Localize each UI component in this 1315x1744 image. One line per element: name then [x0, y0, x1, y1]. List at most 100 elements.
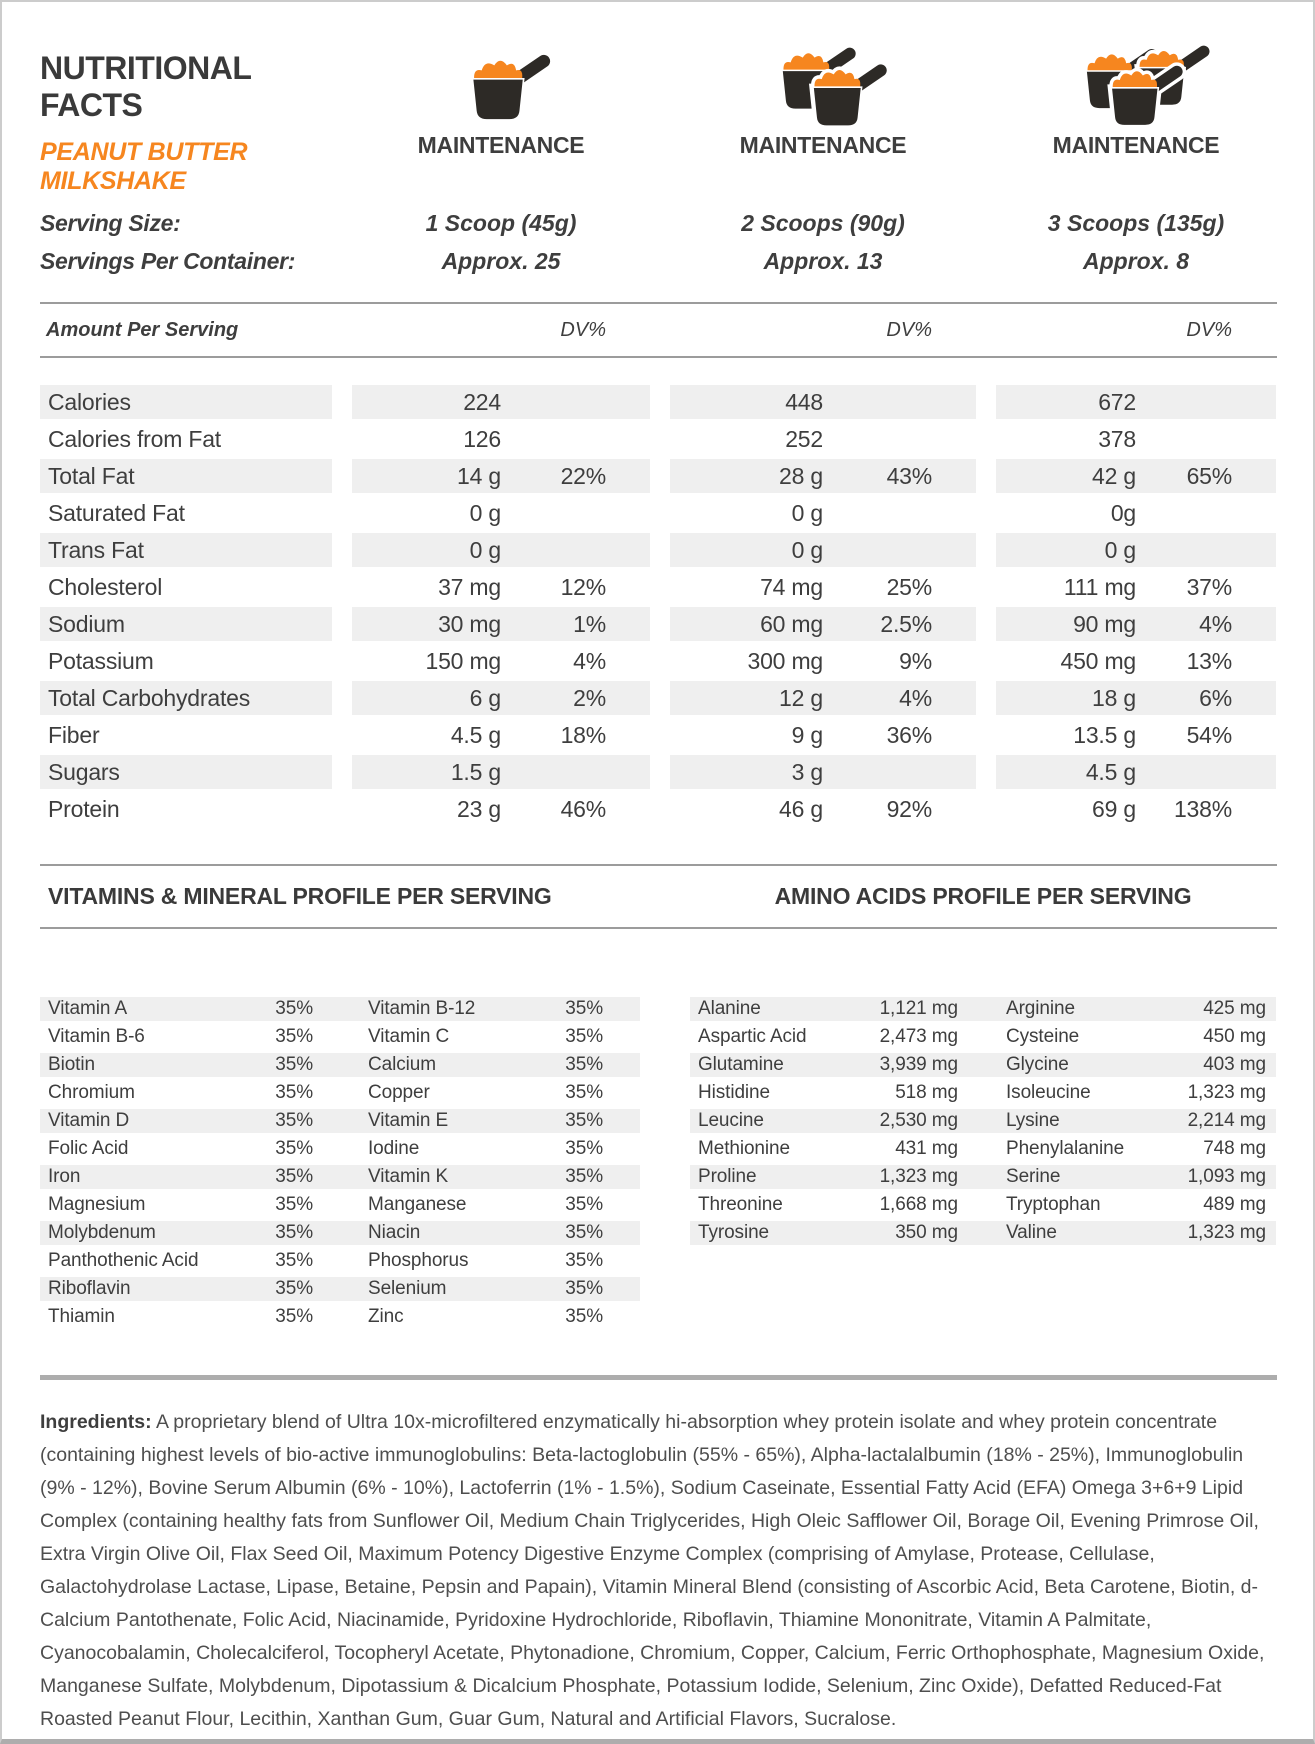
amino-acid-amount: 2,214 mg	[1187, 1110, 1267, 1131]
nutrient-values: 111 mg 37%	[996, 570, 1276, 604]
amount-value: 3 g	[791, 759, 824, 785]
plan-label: MAINTENANCE	[417, 132, 585, 158]
amino-acid-row: Alanine 1,121 mg Arginine 425 mg	[690, 997, 1276, 1021]
amino-acid-row: Threonine 1,668 mg Tryptophan 489 mg	[690, 1193, 1276, 1217]
nutrient-values: 224	[352, 385, 650, 419]
nutrient-values: 150 mg 4%	[352, 644, 650, 678]
vitamin-percent: 35%	[275, 1082, 313, 1103]
vitamin-name: Niacin	[368, 1222, 421, 1243]
nutrient-values: 378	[996, 422, 1276, 456]
dv-value: 54%	[1186, 722, 1233, 748]
vitamin-name: Riboflavin	[48, 1278, 131, 1299]
amino-acid-amount: 425 mg	[1203, 998, 1266, 1019]
dv-value	[823, 385, 976, 419]
plan-label: MAINTENANCE	[739, 132, 907, 158]
amino-acid-name: Lysine	[1006, 1110, 1060, 1131]
vitamin-percent: 35%	[565, 1082, 603, 1103]
nutrient-name: Saturated Fat	[48, 500, 185, 526]
nutrient-name: Sugars	[40, 755, 332, 789]
nutrient-row: Protein 23 g 46% 46 g 92% 69 g 138%	[40, 792, 1277, 826]
dv-value: 37%	[1186, 574, 1233, 600]
dv-value: 18%	[560, 722, 607, 748]
dv-value: 4%	[899, 685, 932, 711]
nutrient-row: Total Carbohydrates 6 g 2% 12 g 4% 18 g 6%	[40, 681, 1277, 715]
nutrient-values: 28 g 43%	[670, 459, 976, 493]
dv-label: DV%	[560, 318, 606, 341]
nutrient-row: Saturated Fat 0 g 0 g 0g	[40, 496, 1277, 530]
servings-per-container-value: Approx. 25	[441, 248, 561, 274]
nutrient-values: 0 g	[670, 496, 976, 530]
nutrient-name: Potassium	[48, 648, 154, 674]
amino-acid-amount: 518 mg	[895, 1082, 958, 1103]
vitamin-name: Copper	[368, 1082, 430, 1103]
nutrient-values: 1.5 g	[352, 755, 650, 789]
amount-value: 150 mg	[425, 648, 501, 674]
nutrient-row: Sugars 1.5 g 3 g 4.5 g	[40, 755, 1277, 789]
servings-per-container-label: Servings Per Container:	[40, 248, 296, 274]
ingredients-paragraph: Ingredients: A proprietary blend of Ultr…	[40, 1406, 1277, 1736]
dv-value: 2%	[573, 685, 606, 711]
vitamin-name: Vitamin A	[48, 998, 128, 1019]
dv-value	[501, 385, 650, 419]
amount-value: 672	[1098, 389, 1136, 415]
amount-value: 1.5 g	[450, 759, 501, 785]
nutrient-values: 14 g 22%	[352, 459, 650, 493]
amino-acid-amount: 748 mg	[1203, 1138, 1266, 1159]
nutrient-values: 0 g	[352, 496, 650, 530]
vitamins-heading: VITAMINS & MINERAL PROFILE PER SERVING	[48, 883, 552, 909]
dv-value: 9%	[899, 648, 932, 674]
vitamin-percent: 35%	[275, 1166, 313, 1187]
amount-value: 0 g	[469, 500, 502, 526]
amount-value: 60 mg	[760, 611, 823, 637]
amino-acid-amount: 450 mg	[1203, 1026, 1266, 1047]
nutrient-row: Sodium 30 mg 1% 60 mg 2.5% 90 mg 4%	[40, 607, 1277, 641]
amount-value: 18 g	[1092, 685, 1136, 711]
vitamin-row: Folic Acid 35% Iodine 35%	[40, 1137, 640, 1161]
vitamin-name: Molybdenum	[48, 1222, 156, 1243]
amino-acid-name: Cysteine	[1006, 1026, 1080, 1047]
dv-value: 13%	[1186, 648, 1233, 674]
dv-value	[501, 755, 650, 789]
amino-acid-name: Histidine	[698, 1082, 770, 1103]
nutrient-row: Potassium 150 mg 4% 300 mg 9% 450 mg 13%	[40, 644, 1277, 678]
amino-acid-name: Methionine	[698, 1138, 790, 1159]
dv-value	[1136, 385, 1276, 419]
vitamin-percent: 35%	[565, 1222, 603, 1243]
dv-value: 65%	[1186, 463, 1233, 489]
nutrient-values: 672	[996, 385, 1276, 419]
amount-value: 74 mg	[760, 574, 823, 600]
serving-size-value: 1 Scoop (45g)	[425, 210, 577, 236]
vitamin-name: Vitamin B-6	[48, 1026, 145, 1047]
amount-value: 111 mg	[1063, 574, 1136, 600]
amino-acid-row: Aspartic Acid 2,473 mg Cysteine 450 mg	[690, 1025, 1276, 1049]
amount-value: 23 g	[457, 796, 501, 822]
vitamin-name: Biotin	[48, 1054, 95, 1075]
amino-acid-name: Isoleucine	[1006, 1082, 1091, 1103]
nutrient-row: Total Fat 14 g 22% 28 g 43% 42 g 65%	[40, 459, 1277, 493]
dv-value: 2.5%	[880, 611, 932, 637]
vitamin-percent: 35%	[275, 1222, 313, 1243]
vitamin-percent: 35%	[275, 1194, 313, 1215]
nutrient-values: 42 g 65%	[996, 459, 1276, 493]
section-headings: VITAMINS & MINERAL PROFILE PER SERVING A…	[40, 864, 1277, 929]
vitamin-row: Magnesium 35% Manganese 35%	[40, 1193, 640, 1217]
dv-header: DV%	[670, 319, 976, 342]
amount-value: 224	[463, 389, 501, 415]
dv-value: 12%	[560, 574, 607, 600]
nutrient-values: 18 g 6%	[996, 681, 1276, 715]
amino-acid-name: Alanine	[698, 998, 761, 1019]
nutrient-values: 4.5 g	[996, 755, 1276, 789]
nutrient-values: 74 mg 25%	[670, 570, 976, 604]
vitamin-row: Molybdenum 35% Niacin 35%	[40, 1221, 640, 1245]
dv-value: 4%	[573, 648, 606, 674]
amount-value: 90 mg	[1073, 611, 1136, 637]
amino-acids-heading: AMINO ACIDS PROFILE PER SERVING	[774, 883, 1192, 909]
vitamin-percent: 35%	[565, 1110, 603, 1131]
profiles-section: Vitamin A 35% Vitamin B-12 35% Vitamin B-6 35…	[40, 997, 1277, 1329]
vitamin-percent: 35%	[565, 1278, 603, 1299]
nutrient-values: 6 g 2%	[352, 681, 650, 715]
dv-value	[1136, 755, 1276, 789]
vitamin-name: Vitamin B-12	[368, 998, 476, 1019]
nutrient-values: 23 g 46%	[352, 792, 650, 826]
